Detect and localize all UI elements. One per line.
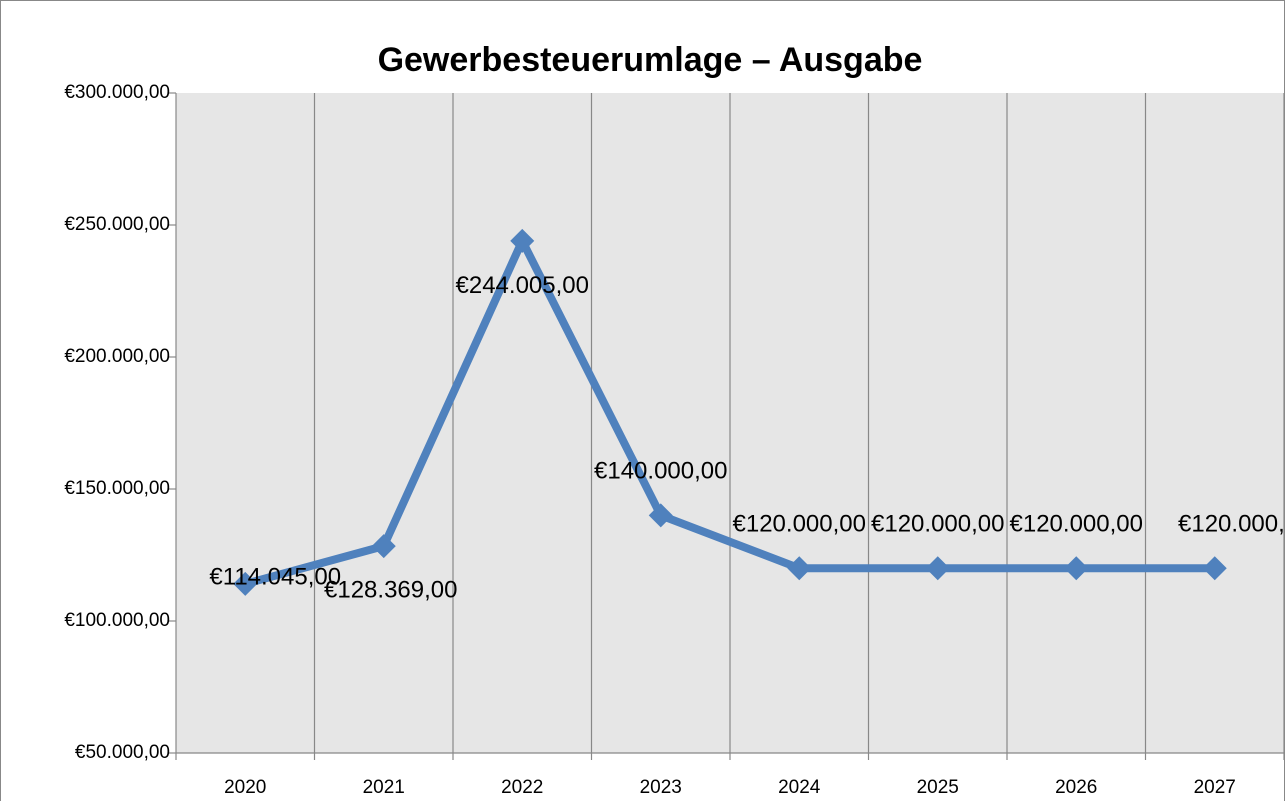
chart-title: Gewerbesteuerumlage – Ausgabe: [378, 41, 923, 79]
y-tick-label: €100.000,00: [64, 610, 170, 631]
data-label: €120.000,00: [733, 511, 866, 538]
marker: [510, 228, 535, 253]
x-tick-label: 2023: [640, 777, 682, 798]
y-tick-label: €250.000,00: [64, 214, 170, 235]
x-tick-label: 2022: [501, 777, 543, 798]
marker: [371, 534, 396, 559]
marker: [233, 571, 258, 596]
x-tick-label: 2021: [363, 777, 405, 798]
x-tick-label: 2024: [778, 777, 821, 798]
data-label: €120.000,00: [1178, 511, 1285, 538]
data-label: €114.045,00: [209, 563, 341, 590]
y-tick-label: €50.000,00: [75, 742, 170, 763]
marker: [648, 503, 673, 528]
data-label: €128.369,00: [324, 576, 457, 603]
y-tick-label: €300.000,00: [64, 82, 170, 103]
x-tick-label: 2026: [1055, 777, 1097, 798]
data-label: €244.005,00: [456, 272, 589, 299]
y-tick-label: €200.000,00: [64, 346, 170, 367]
x-tick-label: 2025: [917, 777, 959, 798]
marker: [925, 556, 950, 581]
marker: [1202, 556, 1227, 581]
data-label: €120.000,00: [871, 511, 1004, 538]
x-tick-label: 2027: [1194, 777, 1236, 798]
data-label: €120.000,00: [1010, 511, 1143, 538]
series-line: [244, 236, 1215, 588]
marker: [787, 556, 812, 581]
x-tick-label: 2020: [224, 777, 266, 798]
marker: [1064, 556, 1089, 581]
y-tick-label: €150.000,00: [64, 478, 170, 499]
data-label: €140.000,00: [594, 458, 727, 485]
